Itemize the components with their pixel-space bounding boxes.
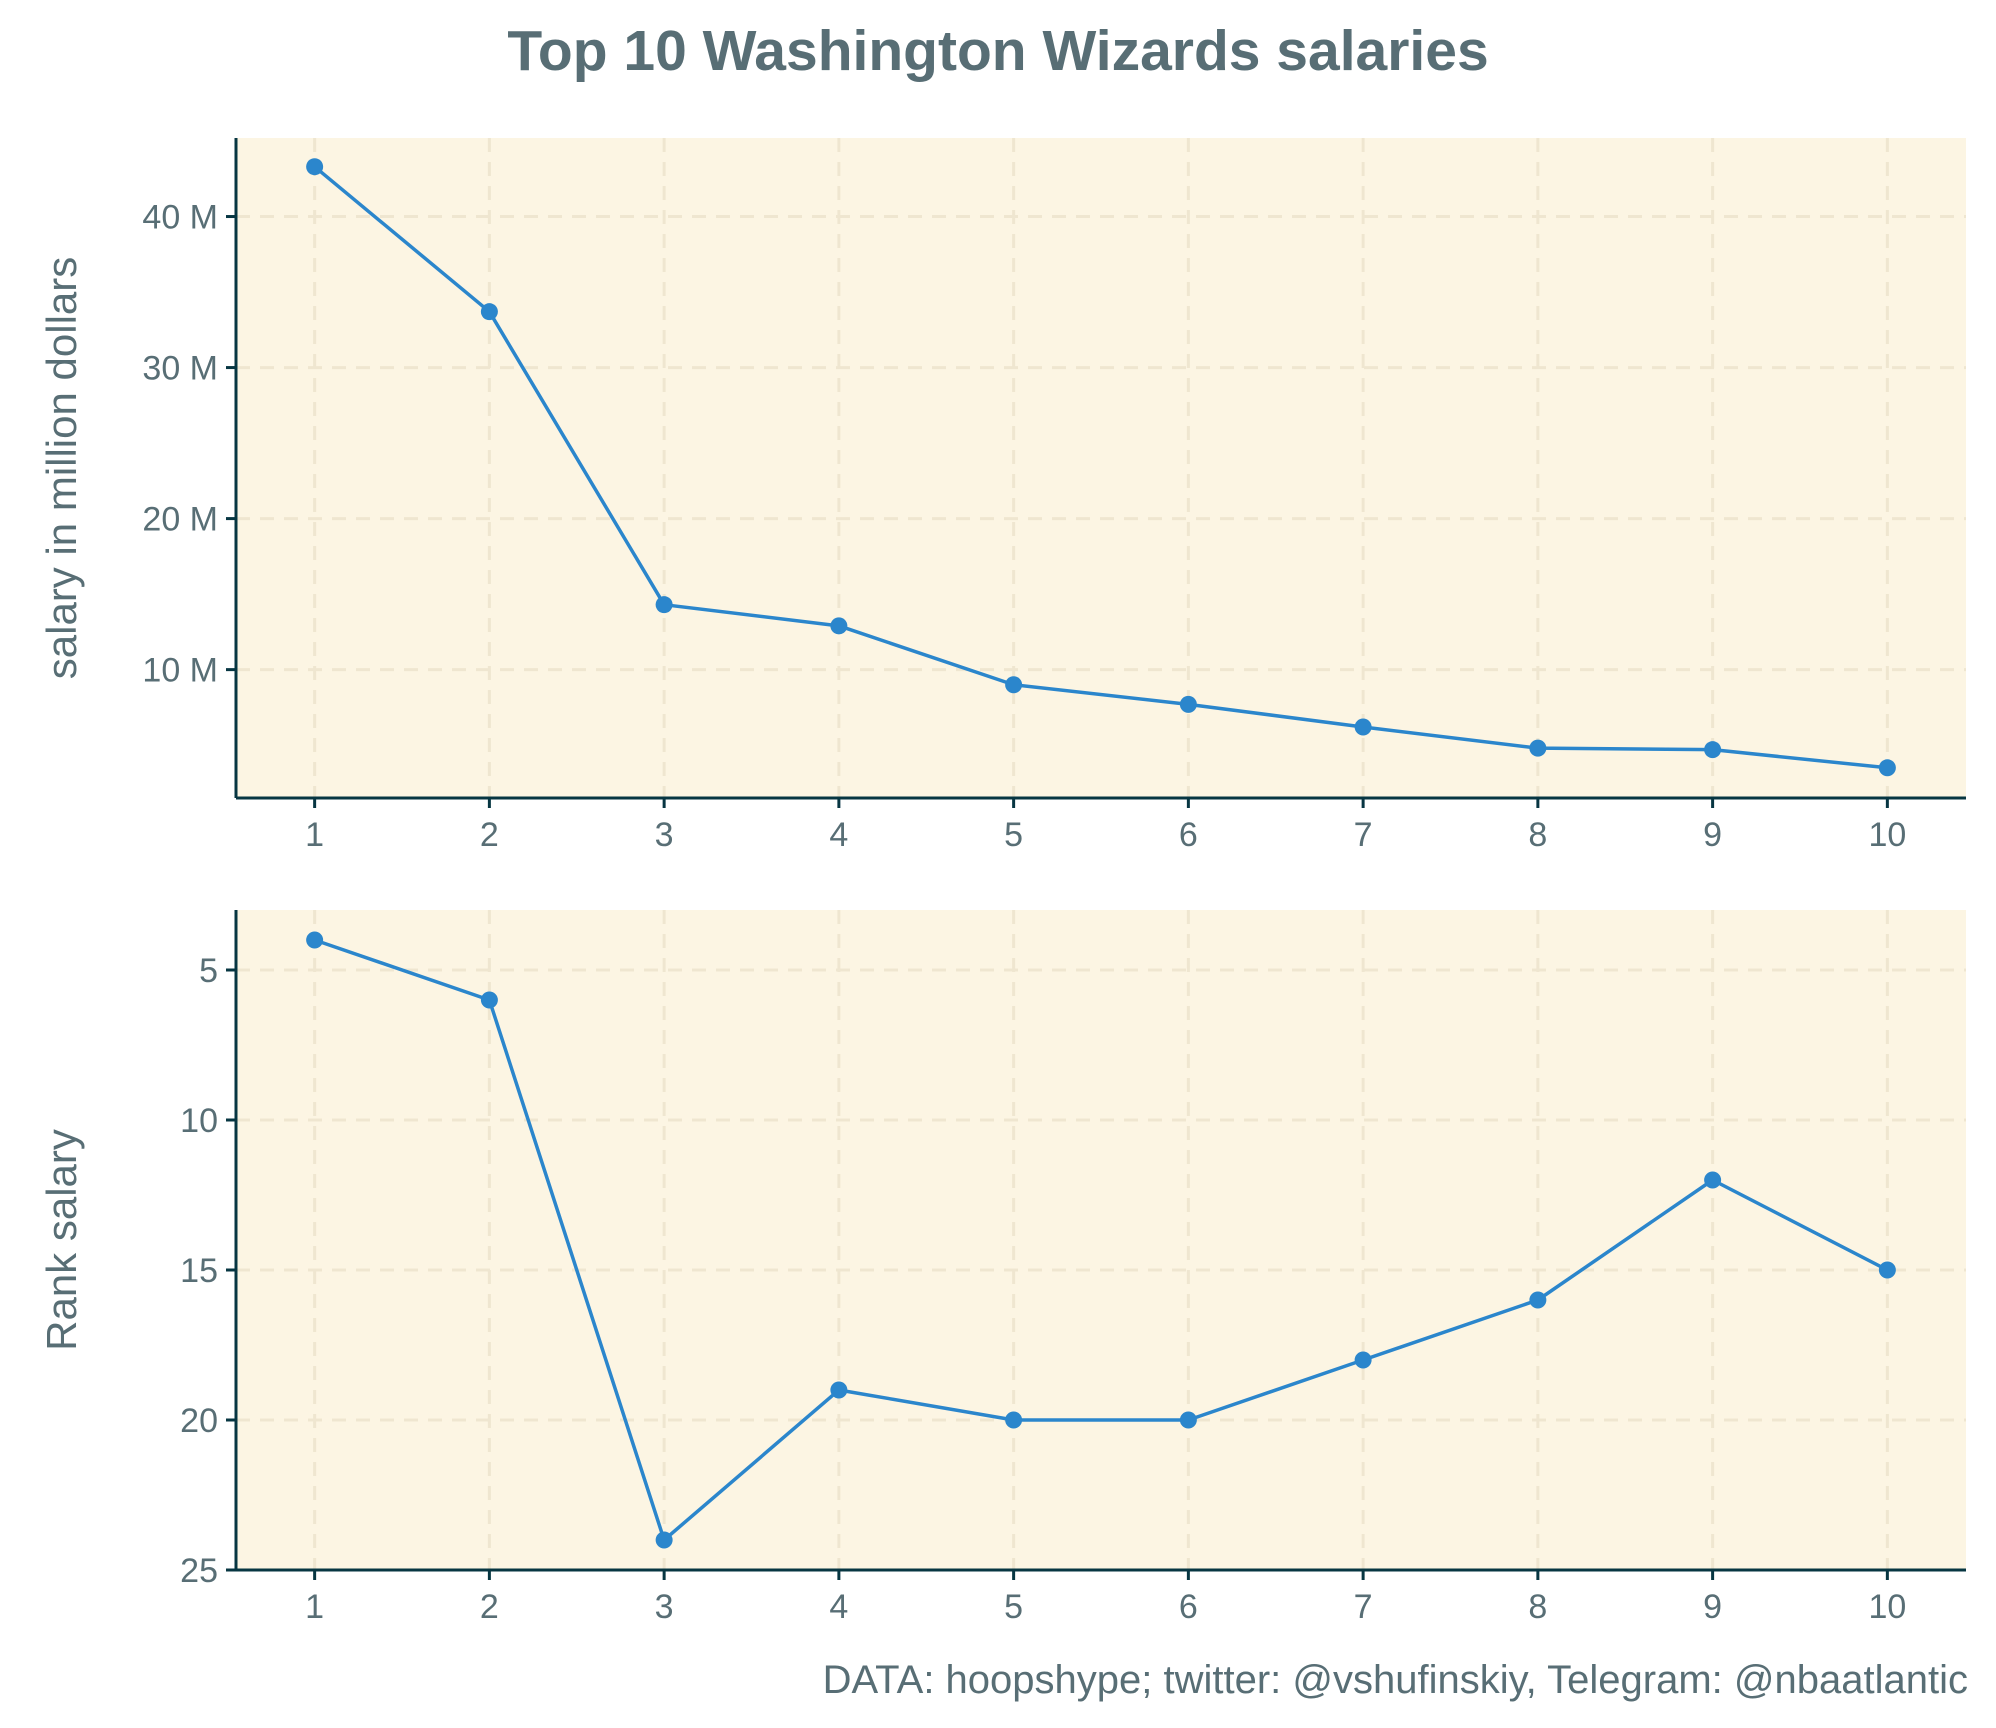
- panel-1-x-tick-label: 4: [829, 816, 848, 854]
- panel-2-data-point: [1878, 1261, 1896, 1279]
- panel-1-background: [236, 138, 1966, 798]
- panel-2-data-point: [1354, 1351, 1372, 1369]
- panel-1-y-tick-label: 30 M: [142, 350, 218, 388]
- panel-1-y-tick-label: 20 M: [142, 501, 218, 539]
- panel-2-data-point: [480, 991, 498, 1009]
- panel-2-y-tick-label: 20: [180, 1402, 218, 1440]
- panel-2-data-point: [306, 931, 324, 949]
- panel-1-y-tick-label: 40 M: [142, 199, 218, 237]
- panel-1-series-line: [313, 165, 1888, 770]
- panel-2-series-line: [314, 938, 1889, 1542]
- panel-1-data-point: [1704, 741, 1722, 759]
- panel-1-y-axis-title: salary in million dollars: [38, 257, 85, 679]
- panel-2-data-point: [1179, 1411, 1197, 1429]
- panel-2-y-tick-label: 15: [180, 1252, 218, 1290]
- panel-1-data-point: [655, 596, 673, 614]
- panel-2-y-axis-title: Rank salary: [38, 1129, 85, 1351]
- panel-2-background: [236, 910, 1966, 1570]
- panel-2-x-tick-label: 7: [1354, 1588, 1373, 1626]
- panel-1-x-tick-label: 7: [1354, 816, 1373, 854]
- panel-2-x-tick-label: 1: [305, 1588, 324, 1626]
- panel-1-x-tick-label: 9: [1703, 816, 1722, 854]
- panel-1-data-point: [1005, 676, 1023, 694]
- panel-1-x-tick-label: 5: [1004, 816, 1023, 854]
- panel-2-data-point: [830, 1381, 848, 1399]
- panel-2-x-tick-label: 4: [829, 1588, 848, 1626]
- panel-1-data-point: [1878, 759, 1896, 777]
- panel-1-x-tick-label: 1: [305, 816, 324, 854]
- panel-1-data-point: [1179, 695, 1197, 713]
- panel-2-data-point: [655, 1531, 673, 1549]
- panel-1-data-point: [830, 617, 848, 635]
- panel-1-x-tick-label: 3: [655, 816, 674, 854]
- panel-1-data-point: [1529, 739, 1547, 757]
- panel-2-data-point: [1005, 1411, 1023, 1429]
- panel-1-x-tick-label: 6: [1179, 816, 1198, 854]
- panel-1-x-tick-label: 8: [1528, 816, 1547, 854]
- panel-2-data-point: [1704, 1171, 1722, 1189]
- panel-2-y-tick-label: 25: [180, 1552, 218, 1590]
- panel-2-x-tick-label: 6: [1179, 1588, 1198, 1626]
- panel-1-y-tick-label: 10 M: [142, 652, 218, 690]
- panel-2-x-tick-label: 5: [1004, 1588, 1023, 1626]
- panel-2-y-tick-label: 5: [199, 952, 218, 990]
- panel-1-data-point: [480, 303, 498, 321]
- panel-2-x-tick-label: 10: [1868, 1588, 1906, 1626]
- panel-1-data-point: [306, 158, 324, 176]
- chart-title: Top 10 Washington Wizards salaries: [507, 19, 1489, 83]
- panel-2-y-tick-label: 10: [180, 1102, 218, 1140]
- panel-1-x-tick-label: 2: [480, 816, 499, 854]
- panel-2-x-tick-label: 3: [655, 1588, 674, 1626]
- panel-2-x-tick-label: 8: [1528, 1588, 1547, 1626]
- panel-1-x-tick-label: 10: [1868, 816, 1906, 854]
- data-source-caption: DATA: hoopshype; twitter: @vshufinskiy, …: [822, 1658, 1968, 1702]
- panel-2-x-tick-label: 2: [480, 1588, 499, 1626]
- panel-2-x-tick-label: 9: [1703, 1588, 1722, 1626]
- panel-2-data-point: [1529, 1291, 1547, 1309]
- panel-1-data-point: [1354, 718, 1372, 736]
